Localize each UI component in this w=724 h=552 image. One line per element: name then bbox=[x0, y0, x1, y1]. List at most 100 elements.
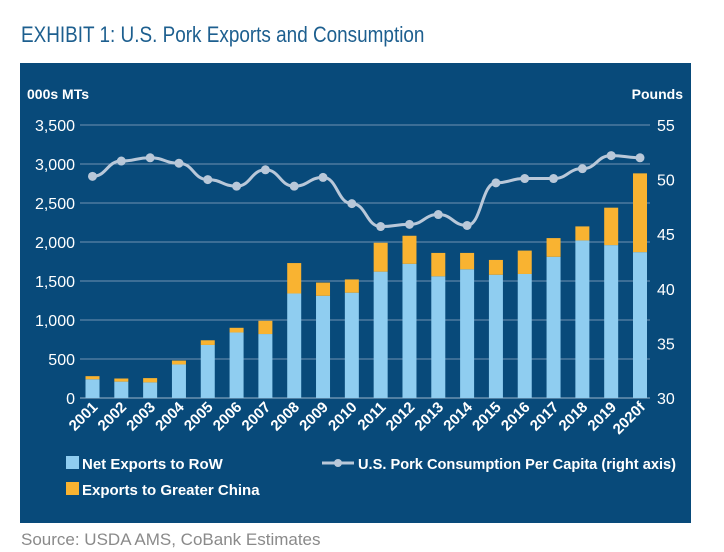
bar-china-exports-2002 bbox=[114, 378, 129, 382]
x-tick-label: 2020f bbox=[610, 398, 650, 438]
bar-china-exports-2012 bbox=[402, 235, 417, 264]
bar-net-exports-2003 bbox=[143, 382, 158, 398]
consumption-point-2007 bbox=[260, 165, 270, 175]
x-tick-label: 2016 bbox=[498, 399, 534, 435]
y2-tick-label: 45 bbox=[657, 227, 675, 244]
consumption-point-2006 bbox=[232, 181, 242, 191]
consumption-point-2016 bbox=[520, 174, 530, 184]
consumption-point-2005 bbox=[203, 175, 213, 185]
bar-net-exports-2012 bbox=[402, 263, 417, 398]
consumption-point-2011 bbox=[376, 222, 386, 232]
x-tick-label: 2014 bbox=[440, 398, 476, 434]
bar-china-exports-2015 bbox=[488, 259, 503, 275]
bar-china-exports-2014 bbox=[460, 252, 475, 270]
consumption-point-2019 bbox=[606, 151, 616, 161]
source-note: Source: USDA AMS, CoBank Estimates bbox=[21, 530, 321, 549]
x-tick-label: 2006 bbox=[210, 399, 246, 435]
bar-net-exports-2004 bbox=[171, 364, 186, 398]
x-tick-label: 2012 bbox=[383, 399, 419, 435]
consumption-line bbox=[92, 154, 641, 229]
legend-marker-consumption bbox=[334, 459, 342, 467]
x-tick-label: 2008 bbox=[267, 399, 303, 435]
y-tick-label: 500 bbox=[48, 352, 75, 369]
y2-tick-label: 55 bbox=[657, 118, 675, 135]
bar-net-exports-2007 bbox=[258, 334, 273, 398]
bar-net-exports-2014 bbox=[460, 269, 475, 398]
bar-net-exports-2011 bbox=[373, 271, 388, 398]
y-tick-label: 1,000 bbox=[35, 313, 75, 330]
bar-net-exports-2013 bbox=[431, 276, 446, 398]
x-tick-label: 2015 bbox=[469, 399, 505, 435]
bar-net-exports-2008 bbox=[287, 293, 302, 398]
bar-china-exports-2016 bbox=[517, 250, 532, 274]
consumption-point-2018 bbox=[577, 164, 587, 174]
bar-china-exports-2020f bbox=[633, 173, 647, 253]
consumption-point-2015 bbox=[491, 178, 501, 188]
bar-net-exports-2019 bbox=[604, 245, 619, 398]
x-tick-label: 2018 bbox=[556, 399, 592, 435]
x-tick-label: 2007 bbox=[239, 399, 275, 435]
bar-china-exports-2006 bbox=[229, 327, 244, 333]
x-tick-label: 2003 bbox=[123, 399, 159, 435]
y2-tick-label: 50 bbox=[657, 173, 675, 190]
bar-net-exports-2009 bbox=[316, 295, 331, 398]
x-tick-label: 2011 bbox=[354, 399, 389, 434]
bar-china-exports-2005 bbox=[200, 340, 215, 345]
bar-china-exports-2019 bbox=[604, 207, 619, 246]
y-tick-label: 2,500 bbox=[35, 196, 75, 213]
consumption-point-2010 bbox=[347, 199, 357, 209]
y-tick-label: 1,500 bbox=[35, 274, 75, 291]
bar-net-exports-2015 bbox=[488, 274, 503, 398]
bar-net-exports-2005 bbox=[200, 344, 215, 398]
bar-net-exports-2020f bbox=[633, 252, 647, 398]
consumption-point-2008 bbox=[289, 181, 299, 191]
legend-label-china-exports: Exports to Greater China bbox=[82, 482, 260, 499]
bar-net-exports-2001 bbox=[85, 379, 100, 398]
x-tick-label: 2002 bbox=[95, 399, 131, 435]
bar-china-exports-2017 bbox=[546, 238, 561, 257]
chart-title: EXHIBIT 1: U.S. Pork Exports and Consump… bbox=[21, 22, 425, 47]
consumption-point-2009 bbox=[318, 172, 328, 182]
bar-china-exports-2008 bbox=[287, 263, 302, 294]
consumption-point-2013 bbox=[433, 210, 443, 220]
bar-china-exports-2011 bbox=[373, 242, 388, 272]
consumption-point-2002 bbox=[116, 156, 126, 166]
bar-china-exports-2009 bbox=[316, 282, 331, 296]
bar-china-exports-2001 bbox=[85, 376, 100, 380]
legend-swatch-china-exports bbox=[66, 482, 79, 495]
bar-china-exports-2010 bbox=[344, 279, 359, 293]
y-tick-label: 0 bbox=[66, 391, 75, 408]
bar-net-exports-2017 bbox=[546, 256, 561, 398]
legend-label-net-exports: Net Exports to RoW bbox=[82, 456, 224, 473]
bar-net-exports-2016 bbox=[517, 273, 532, 398]
y2-axis-label: Pounds bbox=[632, 86, 684, 102]
bar-china-exports-2004 bbox=[171, 360, 186, 365]
x-tick-label: 2009 bbox=[296, 399, 332, 435]
consumption-point-2003 bbox=[145, 153, 155, 163]
consumption-point-2004 bbox=[174, 158, 184, 168]
bar-china-exports-2007 bbox=[258, 320, 273, 335]
bar-net-exports-2018 bbox=[575, 240, 590, 398]
bar-net-exports-2006 bbox=[229, 332, 244, 398]
x-tick-label: 2004 bbox=[152, 398, 188, 434]
bar-china-exports-2003 bbox=[143, 378, 158, 383]
legend-label-consumption: U.S. Pork Consumption Per Capita (right … bbox=[358, 456, 676, 473]
x-tick-label: 2017 bbox=[527, 399, 563, 435]
x-tick-label: 2010 bbox=[325, 399, 361, 435]
bar-net-exports-2002 bbox=[114, 381, 129, 398]
bar-net-exports-2010 bbox=[344, 292, 359, 398]
y-tick-label: 3,500 bbox=[35, 118, 75, 135]
y2-tick-label: 35 bbox=[657, 336, 675, 353]
consumption-point-2001 bbox=[88, 171, 97, 181]
y-tick-label: 3,000 bbox=[35, 157, 75, 174]
x-tick-label: 2005 bbox=[181, 399, 217, 435]
legend-swatch-net-exports bbox=[66, 456, 79, 469]
consumption-point-2014 bbox=[462, 220, 472, 230]
y-tick-label: 2,000 bbox=[35, 235, 75, 252]
consumption-point-2020f bbox=[635, 153, 645, 163]
consumption-point-2017 bbox=[549, 174, 559, 184]
consumption-point-2012 bbox=[404, 219, 414, 229]
bar-china-exports-2018 bbox=[575, 226, 590, 241]
x-tick-label: 2013 bbox=[411, 399, 447, 435]
